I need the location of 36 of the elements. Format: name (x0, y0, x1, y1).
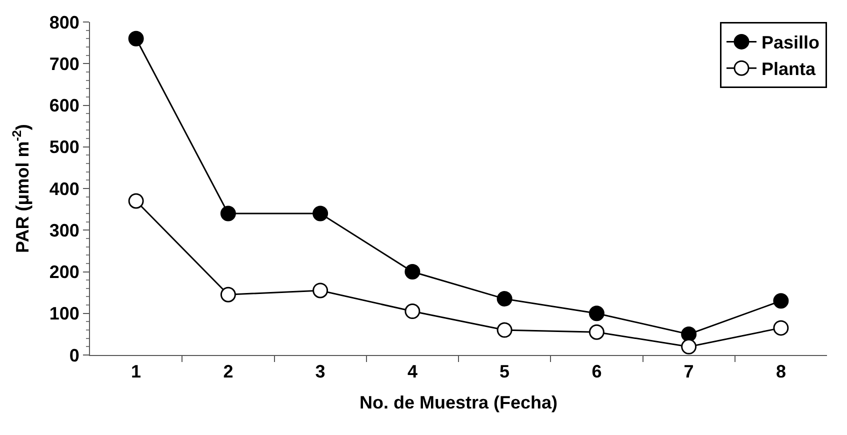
x-tick-label: 6 (592, 362, 602, 382)
point (496, 291, 512, 307)
x-tick-label: 3 (315, 362, 326, 382)
x-tick-label: 2 (223, 362, 234, 382)
point (681, 338, 697, 354)
point (312, 206, 328, 222)
point (128, 30, 144, 46)
point (220, 286, 236, 302)
point (404, 264, 420, 280)
y-tick-label: 400 (49, 178, 80, 199)
legend-label: Planta (762, 59, 817, 80)
y-tick-label: 700 (49, 54, 80, 74)
x-tick-label: 1 (131, 362, 142, 382)
x-tick-label: 5 (500, 362, 510, 382)
point (681, 326, 697, 342)
y-tick-label: 600 (49, 96, 80, 116)
x-tick-label: 8 (776, 362, 786, 382)
point (128, 193, 144, 209)
point (773, 320, 789, 336)
point (588, 306, 604, 322)
y-tick-label: 0 (69, 345, 80, 366)
x-tick-label: 4 (407, 362, 418, 382)
x-tick-label: 7 (684, 362, 694, 382)
y-tick-label: 800 (49, 12, 80, 32)
y-tick-label: 300 (49, 220, 80, 240)
point (588, 324, 604, 340)
point (496, 322, 512, 338)
x-axis-title: No. de Muestra (Fecha) (359, 392, 558, 413)
y-tick-label: 200 (49, 262, 80, 282)
point (220, 206, 236, 222)
point (773, 293, 789, 309)
y-tick-label: 500 (49, 137, 80, 158)
y-tick-label: 100 (49, 304, 80, 324)
point (312, 282, 328, 298)
legend-label: Pasillo (762, 32, 820, 53)
point (404, 304, 420, 320)
